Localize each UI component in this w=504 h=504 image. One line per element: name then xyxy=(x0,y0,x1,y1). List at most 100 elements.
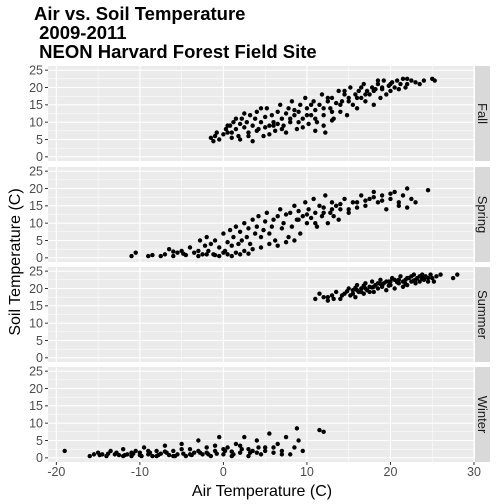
y-tick-label: 20 xyxy=(29,382,43,396)
data-point xyxy=(154,448,159,454)
data-point xyxy=(187,452,193,457)
data-point xyxy=(425,188,431,193)
y-tick-label: 10 xyxy=(29,216,43,230)
data-point xyxy=(225,252,230,257)
data-point xyxy=(450,275,456,281)
data-point xyxy=(338,296,343,302)
data-point xyxy=(396,87,402,92)
data-point xyxy=(342,88,347,94)
data-point xyxy=(258,106,264,111)
data-point xyxy=(300,448,305,454)
y-tick-label: 15 xyxy=(29,299,43,313)
data-point xyxy=(388,88,393,94)
data-point xyxy=(400,193,406,198)
data-point xyxy=(281,220,286,226)
data-point xyxy=(212,252,218,258)
data-point xyxy=(364,88,370,94)
chart-title-line-1: Air vs. Soil Temperature xyxy=(34,3,245,24)
data-point xyxy=(288,452,293,457)
data-point xyxy=(319,214,325,219)
data-point xyxy=(191,250,197,255)
data-point xyxy=(97,452,102,458)
data-point xyxy=(283,434,289,440)
data-point xyxy=(314,119,320,125)
data-point xyxy=(279,452,285,457)
data-point xyxy=(158,253,163,259)
facet-strip xyxy=(475,267,490,362)
data-point xyxy=(187,245,193,250)
data-point xyxy=(179,441,184,447)
data-point xyxy=(313,220,318,226)
data-point xyxy=(403,85,408,90)
data-point xyxy=(296,119,301,125)
data-point xyxy=(196,253,201,259)
data-point xyxy=(236,133,241,139)
data-point xyxy=(333,203,339,209)
data-point xyxy=(264,210,270,215)
data-point xyxy=(229,135,234,140)
data-point xyxy=(329,207,335,212)
data-point xyxy=(289,224,295,229)
data-point xyxy=(237,137,243,142)
data-point xyxy=(296,217,301,222)
data-point xyxy=(308,113,314,118)
y-tick-label: 15 xyxy=(29,399,43,413)
x-tick-label: 20 xyxy=(384,465,398,479)
y-tick-label: 0 xyxy=(36,150,43,164)
y-tick-label: 20 xyxy=(29,282,43,296)
data-point xyxy=(421,78,427,83)
data-point xyxy=(379,87,385,92)
data-point xyxy=(204,450,209,455)
data-point xyxy=(342,92,347,97)
data-point xyxy=(258,234,264,240)
y-tick-label: 20 xyxy=(29,81,43,95)
data-point xyxy=(225,130,230,135)
data-point xyxy=(342,196,347,202)
data-point xyxy=(300,125,305,130)
data-point xyxy=(378,281,383,287)
data-point xyxy=(275,441,280,447)
data-point xyxy=(252,231,258,236)
data-point xyxy=(239,116,244,121)
data-point xyxy=(409,274,414,279)
data-point xyxy=(325,95,331,101)
data-point xyxy=(379,198,385,203)
data-point xyxy=(175,250,180,255)
data-point xyxy=(375,286,381,291)
facet-strip xyxy=(475,66,490,161)
data-point xyxy=(388,191,393,196)
data-point xyxy=(396,203,402,209)
data-point xyxy=(258,119,264,125)
data-point xyxy=(217,434,222,440)
data-point xyxy=(250,217,255,222)
y-tick-label: 10 xyxy=(29,316,43,330)
data-point xyxy=(208,241,214,247)
data-point xyxy=(403,281,408,287)
data-point xyxy=(242,111,247,116)
data-point xyxy=(388,81,393,87)
data-point xyxy=(292,445,297,450)
data-point xyxy=(247,113,253,118)
y-tick-label: 5 xyxy=(36,133,43,147)
data-point xyxy=(371,88,376,94)
data-point xyxy=(359,289,364,295)
data-point xyxy=(267,123,272,128)
data-point xyxy=(225,240,230,245)
data-point xyxy=(367,92,372,97)
data-point xyxy=(344,289,350,294)
data-point xyxy=(304,220,310,226)
data-point xyxy=(294,126,300,132)
data-point xyxy=(244,234,249,240)
data-point xyxy=(333,289,339,295)
data-point xyxy=(375,200,381,205)
data-point xyxy=(262,448,268,454)
data-points xyxy=(208,76,437,144)
data-point xyxy=(229,130,234,135)
data-point xyxy=(392,189,397,195)
data-point xyxy=(250,139,255,144)
data-point xyxy=(313,107,318,113)
data-point xyxy=(261,133,266,139)
data-point xyxy=(434,274,439,279)
data-point xyxy=(378,95,383,101)
